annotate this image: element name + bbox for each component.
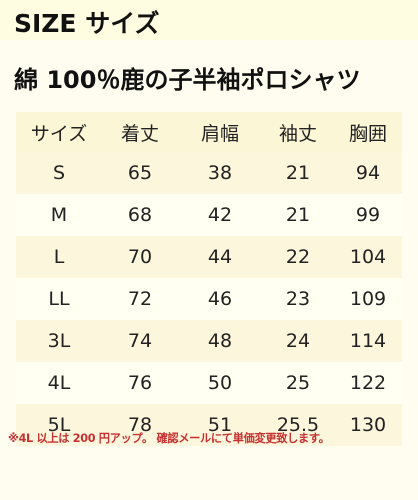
cell-length: 65: [127, 162, 153, 184]
cell-shoulder: 48: [207, 330, 233, 352]
header-length: 着丈: [102, 112, 178, 152]
cell-length: 74: [127, 330, 153, 352]
cell-size: 5L: [47, 414, 71, 436]
cell-shoulder: 46: [207, 288, 233, 310]
header-sleeve: 袖丈: [262, 112, 334, 152]
cell-sleeve: 21: [285, 204, 311, 226]
cell-sleeve: 22: [285, 246, 311, 268]
table-row: 5L 78 51 25.5 130: [16, 404, 402, 446]
cell-sleeve: 24: [285, 330, 311, 352]
cell-shoulder: 51: [207, 414, 233, 436]
cell-sleeve: 25.5: [276, 414, 320, 436]
table-row: 3L 74 48 24 114: [16, 320, 402, 362]
cell-sleeve: 23: [285, 288, 311, 310]
cell-chest: 104: [349, 246, 387, 268]
cell-sleeve: 25: [285, 372, 311, 394]
cell-chest: 99: [355, 204, 381, 226]
size-header: SIZE サイズ: [0, 0, 418, 40]
size-table: サイズ 着丈 肩幅 袖丈 胸囲 S 65 38 21 94 M 68 42 21 99 L 70 44 2…: [16, 112, 402, 446]
table-row: S 65 38 21 94: [16, 152, 402, 194]
cell-chest: 109: [349, 288, 387, 310]
cell-chest: 130: [349, 414, 387, 436]
cell-shoulder: 44: [207, 246, 233, 268]
cell-size: 4L: [47, 372, 71, 394]
header-shoulder: 肩幅: [178, 112, 262, 152]
table-row: L 70 44 22 104: [16, 236, 402, 278]
cell-size: L: [53, 246, 65, 268]
header-size: サイズ: [16, 112, 102, 152]
size-table-container: サイズ 着丈 肩幅 袖丈 胸囲 S 65 38 21 94 M 68 42 21 99 L 70 44 2…: [16, 112, 402, 446]
cell-size: S: [52, 162, 66, 184]
cell-chest: 94: [355, 162, 381, 184]
cell-size: M: [50, 204, 68, 226]
cell-length: 72: [127, 288, 153, 310]
table-row: M 68 42 21 99: [16, 194, 402, 236]
header-chest: 胸囲: [334, 112, 402, 152]
cell-shoulder: 42: [207, 204, 233, 226]
table-body: S 65 38 21 94 M 68 42 21 99 L 70 44 22 104 LL 72 46 23 109 3…: [16, 152, 402, 446]
cell-length: 78: [127, 414, 153, 436]
cell-chest: 114: [349, 330, 387, 352]
cell-size: 3L: [47, 330, 71, 352]
table-row: 4L 76 50 25 122: [16, 362, 402, 404]
cell-shoulder: 50: [207, 372, 233, 394]
cell-chest: 122: [349, 372, 387, 394]
size-header-title: SIZE サイズ: [14, 9, 160, 38]
cell-length: 68: [127, 204, 153, 226]
price-footnote: ※4L 以上は 200 円アップ。 確認メールにて単価変更致します。: [8, 432, 330, 445]
cell-size: LL: [48, 288, 70, 310]
cell-length: 76: [127, 372, 153, 394]
table-header-row: サイズ 着丈 肩幅 袖丈 胸囲: [16, 112, 402, 152]
table-row: LL 72 46 23 109: [16, 278, 402, 320]
product-title: 綿 100％鹿の子半袖ポロシャツ: [14, 66, 361, 94]
cell-length: 70: [127, 246, 153, 268]
cell-shoulder: 38: [207, 162, 233, 184]
cell-sleeve: 21: [285, 162, 311, 184]
